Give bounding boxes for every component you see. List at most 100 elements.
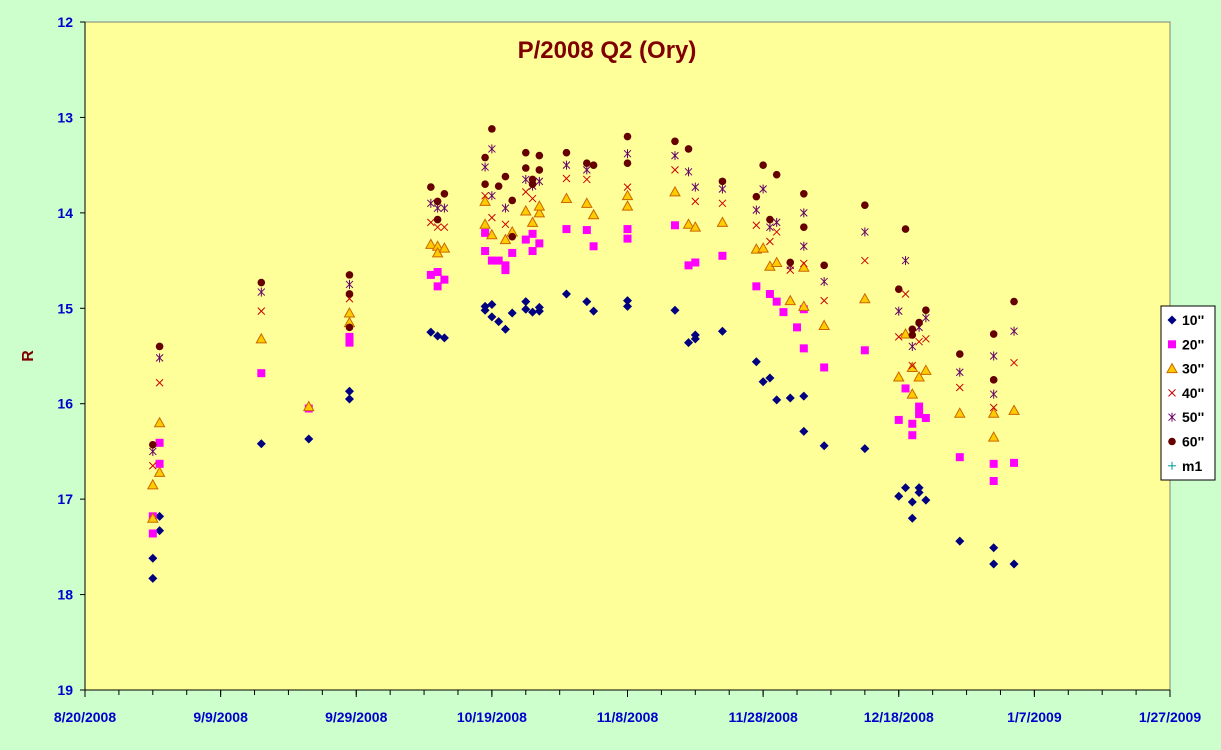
x-stroke (820, 296, 829, 305)
data-point (758, 377, 768, 387)
data-point (718, 177, 727, 186)
x-stroke (894, 333, 903, 341)
data-point (913, 370, 925, 382)
legend-box (1160, 305, 1216, 481)
data-point (820, 296, 829, 305)
data-point (623, 234, 632, 243)
x-stroke (922, 334, 930, 343)
data-point (860, 256, 869, 265)
data-point (786, 258, 795, 267)
x-stroke (257, 307, 266, 316)
data-point (345, 271, 354, 279)
data-point (955, 536, 965, 546)
x-stroke (955, 383, 964, 392)
x-axis: 8/20/2008 9/9/2008 9/29/2008 10/19/2008 11/8… (54, 689, 1201, 725)
series-50 (148, 144, 1018, 456)
x-stroke (1010, 358, 1018, 367)
data-point (508, 248, 517, 257)
x-stroke (521, 188, 530, 196)
data-point (914, 483, 924, 493)
x-tick-label: 1/27/2009 (1139, 709, 1201, 725)
data-point (1010, 297, 1018, 306)
data-point (479, 195, 491, 206)
data-point (858, 292, 871, 304)
data-point (535, 239, 544, 248)
data-point (955, 350, 964, 358)
data-point (535, 151, 544, 160)
data-point (582, 297, 592, 307)
data-point (440, 203, 449, 213)
x-stroke (915, 337, 923, 346)
data-point (759, 184, 767, 194)
data-point (799, 241, 808, 251)
data-point (989, 389, 998, 399)
data-point (671, 151, 679, 161)
data-point (623, 296, 632, 306)
data-point (488, 191, 496, 201)
data-point (257, 369, 266, 378)
legend-marker (1168, 437, 1176, 446)
data-point (345, 279, 354, 289)
data-point (149, 440, 157, 449)
x-stroke (488, 213, 496, 222)
legend-marker (1166, 362, 1178, 374)
data-point (501, 220, 510, 229)
data-point (987, 407, 1000, 418)
data-point (716, 216, 729, 227)
data-point (426, 270, 435, 279)
data-point (684, 338, 694, 348)
data-point (344, 394, 354, 404)
data-point (953, 407, 966, 418)
data-point (486, 228, 498, 240)
data-point (344, 386, 354, 396)
x-stroke (481, 191, 489, 200)
x-stroke (772, 228, 781, 236)
data-point (894, 333, 903, 341)
data-point (155, 378, 164, 387)
data-point (922, 306, 930, 314)
data-point (580, 197, 593, 208)
data-point (507, 308, 517, 318)
data-point (488, 213, 496, 222)
data-point (488, 144, 496, 154)
x-stroke (752, 221, 761, 230)
legend-label: 60'' (1182, 434, 1204, 450)
data-point (682, 218, 695, 229)
data-point (501, 261, 510, 270)
x-tick-label: 12/18/2008 (864, 709, 934, 725)
data-point (765, 289, 774, 298)
data-point (433, 268, 442, 277)
data-point (481, 153, 489, 162)
legend-marker (1168, 389, 1176, 397)
x-stroke (562, 174, 571, 183)
plot-area (84, 21, 1171, 691)
x-stroke (766, 237, 774, 246)
data-point (901, 290, 910, 298)
legend-label: 50'' (1182, 409, 1204, 425)
x-stroke (908, 361, 917, 370)
x-stroke (989, 403, 998, 412)
data-point (257, 278, 266, 287)
data-point (906, 388, 919, 399)
series-10 (148, 289, 1019, 583)
legend-label: 30'' (1182, 361, 1204, 377)
data-point (820, 363, 829, 372)
data-point (533, 200, 546, 211)
data-point (718, 251, 727, 260)
data-point (440, 275, 449, 284)
data-point (623, 225, 632, 234)
data-point (861, 201, 869, 210)
data-point (793, 323, 802, 332)
data-point (989, 403, 998, 412)
data-point (623, 149, 632, 159)
data-point (623, 183, 632, 191)
data-point (1009, 559, 1019, 569)
data-point (799, 344, 808, 353)
y-axis-label: R (20, 350, 37, 362)
data-point (433, 223, 442, 232)
data-point (922, 334, 930, 343)
data-point (562, 225, 571, 234)
data-point (989, 459, 998, 468)
data-point (799, 259, 808, 268)
